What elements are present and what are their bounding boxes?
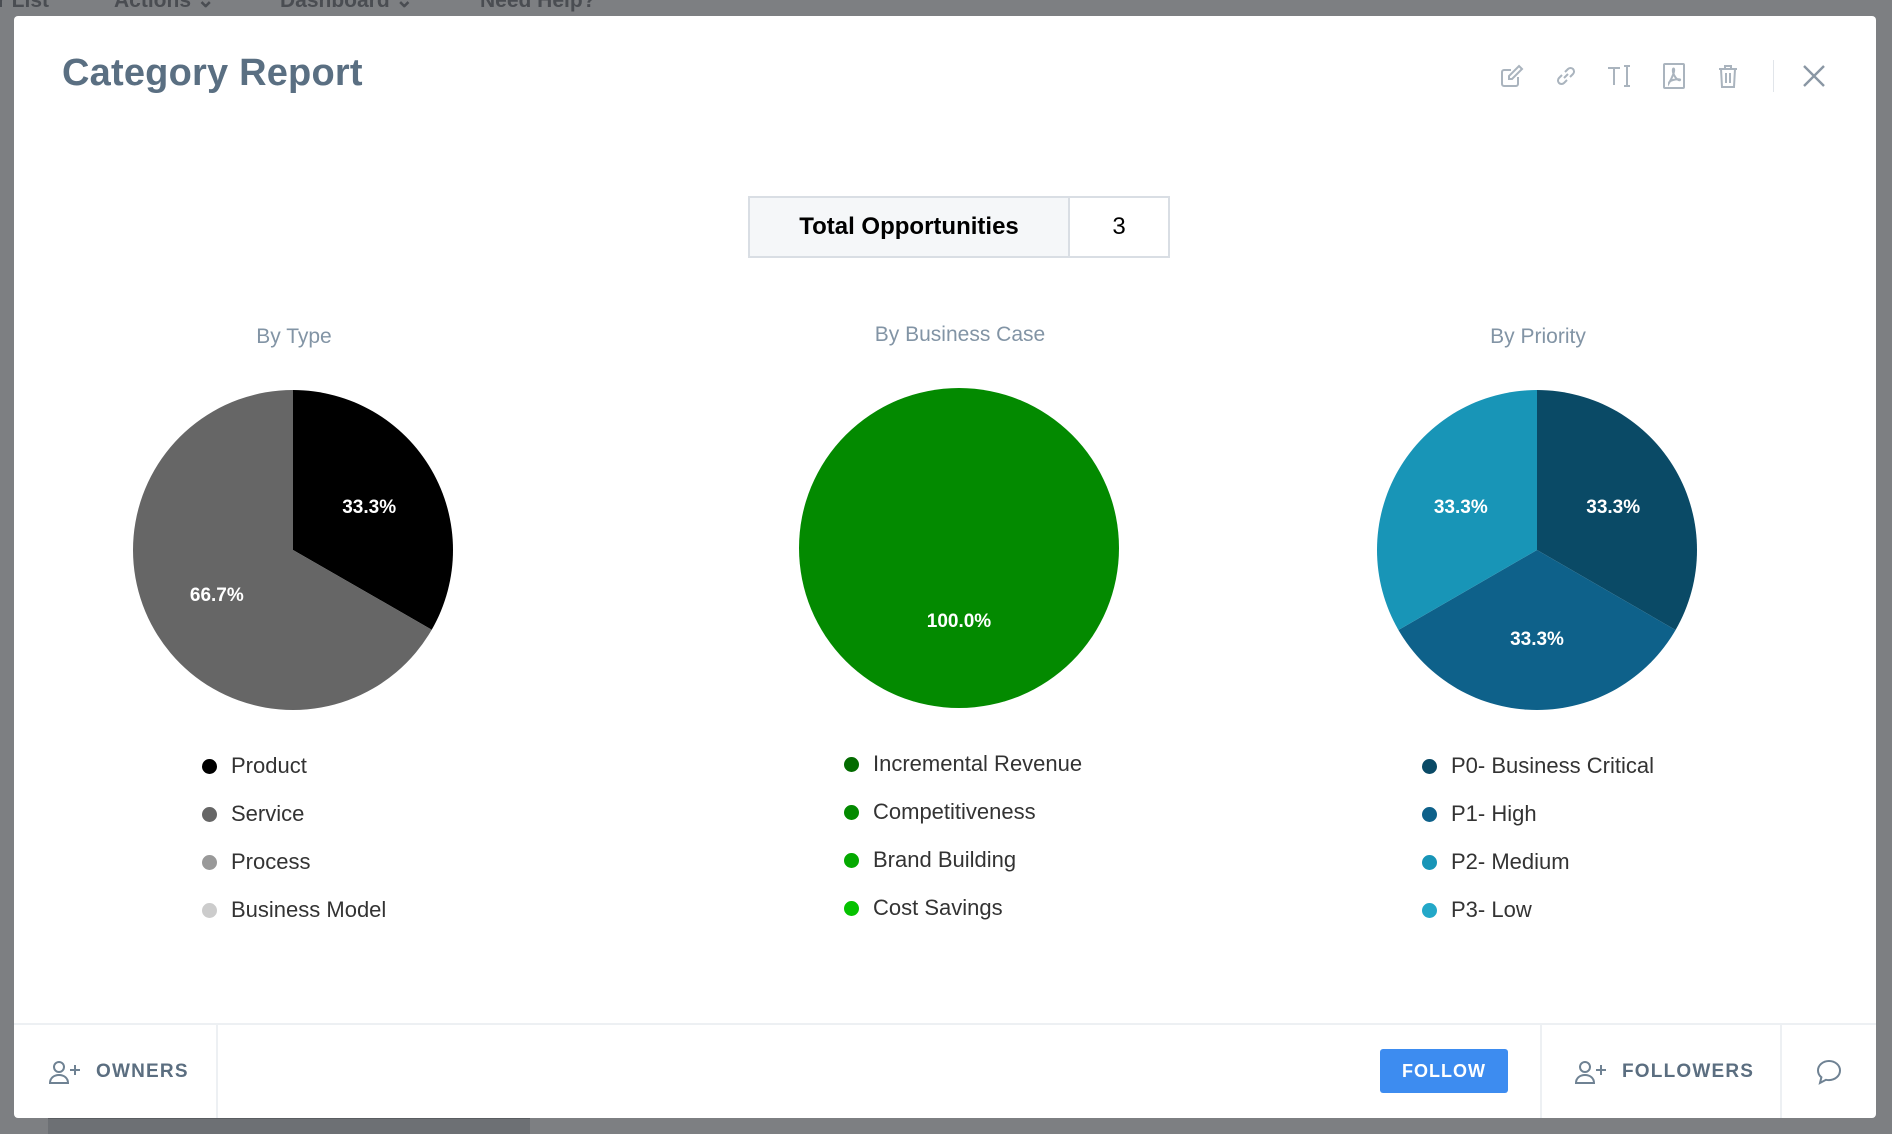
background-nav-item: er List — [0, 0, 50, 12]
pie-data-label: 100.0% — [927, 611, 992, 632]
legend-label: Competitiveness — [873, 799, 1036, 824]
owners-button[interactable]: OWNERS — [14, 1025, 218, 1118]
legend-swatch — [1422, 806, 1437, 822]
legend-label: Brand Building — [873, 847, 1017, 872]
text-icon — [1608, 65, 1630, 87]
legend-item-competitiveness[interactable]: Competitiveness — [844, 788, 1082, 836]
pie-chart-by-business-case: 100.0% — [799, 388, 1119, 708]
total-opportunities-value: 3 — [1112, 213, 1126, 240]
legend-by-type: Product Service Process Business Model — [202, 742, 386, 934]
legend-swatch — [1422, 902, 1437, 918]
legend-label: Cost Savings — [873, 895, 1003, 920]
follow-button[interactable]: FOLLOW — [1380, 1049, 1508, 1093]
background-panel — [48, 1118, 530, 1134]
followers-button[interactable]: FOLLOWERS — [1540, 1025, 1782, 1118]
legend-label: Business Model — [231, 897, 387, 922]
background-nav-item: Dashboard ⌄ — [280, 0, 414, 12]
legend-label: P2- Medium — [1451, 849, 1570, 874]
close-button[interactable] — [1792, 56, 1836, 96]
legend-label: Incremental Revenue — [873, 751, 1083, 776]
legend-swatch — [202, 806, 217, 822]
close-icon — [1803, 65, 1825, 87]
chart-title: By Business Case — [874, 323, 1046, 346]
comment-icon — [1816, 1059, 1842, 1085]
text-size-button[interactable] — [1593, 56, 1647, 96]
legend-label: Process — [231, 849, 311, 874]
pie-slice-competitiveness[interactable] — [799, 388, 1119, 708]
pie-data-label: 33.3% — [1510, 629, 1564, 650]
link-icon — [1556, 66, 1576, 86]
link-button[interactable] — [1539, 56, 1593, 96]
legend-item-incremental-revenue[interactable]: Incremental Revenue — [844, 740, 1082, 788]
pie-chart-by-type: 33.3% 66.7% — [133, 390, 453, 710]
chart-title: By Priority — [1490, 325, 1586, 348]
pie-chart-by-priority: 33.3% 33.3% 33.3% — [1377, 390, 1697, 710]
background-nav-item: Actions ⌄ — [114, 0, 215, 12]
pie-data-label: 33.3% — [1434, 497, 1488, 518]
legend-item-p1-high[interactable]: P1- High — [1422, 790, 1654, 838]
legend-item-process[interactable]: Process — [202, 838, 386, 886]
pie-data-label: 33.3% — [342, 497, 396, 518]
legend-swatch — [202, 854, 217, 870]
pie-data-label: 33.3% — [1586, 497, 1640, 518]
legend-item-brand-building[interactable]: Brand Building — [844, 836, 1082, 884]
pie-slice-p2-medium[interactable] — [1377, 390, 1537, 630]
legend-swatch — [844, 756, 859, 772]
pie-data-label: 66.7% — [190, 585, 244, 606]
legend-swatch — [844, 804, 859, 820]
legend-by-priority: P0- Business Critical P1- High P2- Medium P… — [1422, 742, 1654, 934]
edit-icon — [1501, 64, 1524, 87]
add-user-icon — [48, 1060, 80, 1084]
legend-swatch — [202, 902, 217, 918]
legend-swatch — [844, 852, 859, 868]
edit-button[interactable] — [1485, 56, 1539, 96]
modal-footer: OWNERS FOLLOW FOLLOWERS — [14, 1023, 1876, 1118]
legend-item-p3-low[interactable]: P3- Low — [1422, 886, 1654, 934]
background-nav-item: Need Help? — [480, 0, 596, 12]
legend-item-product[interactable]: Product — [202, 742, 386, 790]
category-report-modal: Category Report — [14, 16, 1876, 1118]
legend-swatch — [202, 758, 217, 774]
legend-label: Service — [231, 801, 305, 826]
modal-toolbar — [1485, 56, 1836, 96]
legend-item-p2-medium[interactable]: P2- Medium — [1422, 838, 1654, 886]
legend-label: P1- High — [1451, 801, 1537, 826]
legend-item-p0-business-critical[interactable]: P0- Business Critical — [1422, 742, 1654, 790]
add-user-icon — [1574, 1060, 1606, 1084]
toolbar-divider — [1773, 60, 1774, 92]
background-nav: er List Actions ⌄ Dashboard ⌄ Need Help? — [0, 0, 1892, 16]
pdf-icon — [1663, 63, 1685, 89]
pie-slice-p1-high[interactable] — [1398, 550, 1676, 710]
followers-label: FOLLOWERS — [1622, 1060, 1755, 1082]
pdf-button[interactable] — [1647, 56, 1701, 96]
legend-swatch — [1422, 758, 1437, 774]
legend-label: Product — [231, 753, 307, 778]
modal-title: Category Report — [62, 52, 363, 94]
legend-swatch — [844, 900, 859, 916]
legend-label: P0- Business Critical — [1451, 753, 1654, 778]
legend-item-cost-savings[interactable]: Cost Savings — [844, 884, 1082, 932]
pie-slice-service[interactable] — [133, 390, 432, 710]
legend-by-business-case: Incremental Revenue Competitiveness Brand … — [844, 740, 1082, 932]
legend-item-service[interactable]: Service — [202, 790, 386, 838]
chart-title: By Type — [256, 325, 332, 348]
total-opportunities: Total Opportunities 3 — [748, 196, 1170, 258]
owners-label: OWNERS — [96, 1060, 189, 1082]
pie-slice-p0-business-critical[interactable] — [1537, 390, 1697, 630]
legend-label: P3- Low — [1451, 897, 1532, 922]
delete-button[interactable] — [1701, 56, 1755, 96]
total-opportunities-label: Total Opportunities — [750, 198, 1070, 256]
pie-slice-product[interactable] — [293, 390, 453, 630]
trash-icon — [1719, 65, 1737, 88]
legend-item-business-model[interactable]: Business Model — [202, 886, 386, 934]
comment-button[interactable] — [1782, 1025, 1876, 1118]
legend-swatch — [1422, 854, 1437, 870]
